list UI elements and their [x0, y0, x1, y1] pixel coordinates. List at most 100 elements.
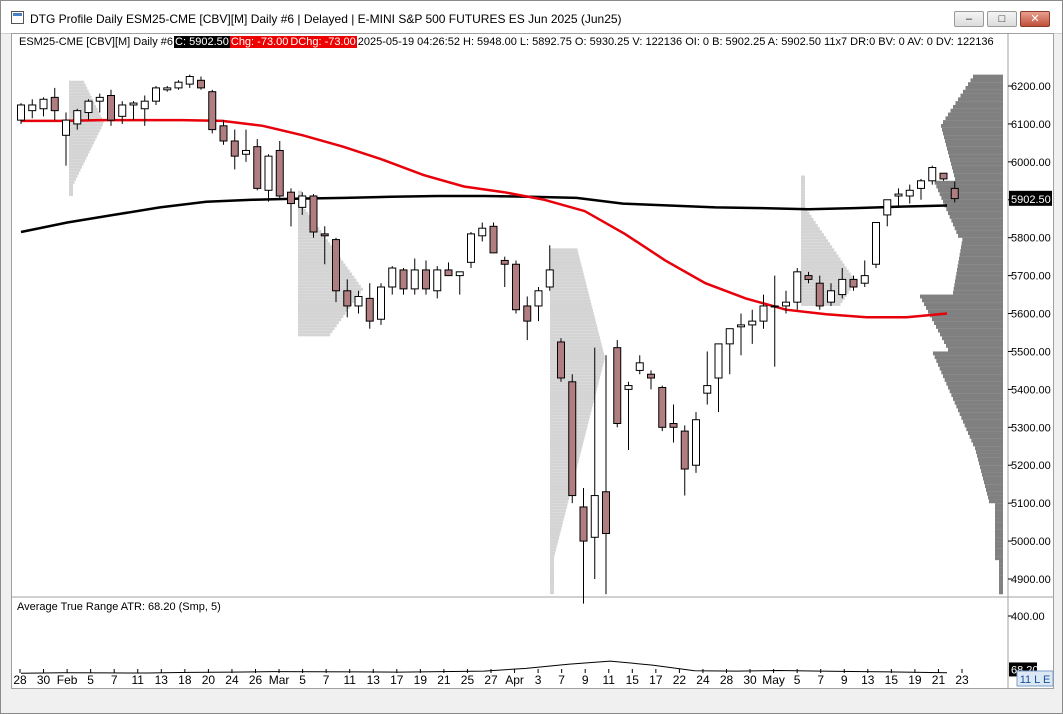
session-profile-bar	[550, 576, 554, 579]
info-chg: Chg: -73.00	[229, 36, 290, 48]
session-profile-bar	[801, 251, 837, 255]
volume-profile-bar	[959, 252, 1003, 257]
time-label: 25	[461, 673, 475, 687]
volume-profile-bar	[958, 408, 1003, 413]
volume-profile-bar	[958, 233, 1003, 238]
candle-body	[444, 269, 453, 277]
session-profile-bar	[550, 321, 597, 325]
session-profile-bar	[69, 171, 79, 175]
candle-body	[804, 275, 813, 280]
title-bar[interactable]: DTG Profile Daily ESM25-CME [CBV][M] Dai…	[1, 1, 1062, 34]
session-profile-bar	[550, 445, 583, 449]
session-profile-bar	[69, 120, 104, 124]
session-profile-bar	[298, 260, 344, 264]
session-profile-bar	[550, 430, 587, 434]
session-profile-bar	[550, 585, 554, 589]
volume-profile-bar	[952, 165, 1003, 170]
session-profile-bar	[550, 524, 563, 528]
session-profile-bar	[550, 433, 586, 437]
volume-profile-bar	[950, 158, 1003, 162]
session-profile-bar	[298, 263, 346, 267]
candle-body	[793, 271, 802, 303]
session-profile-bar	[550, 312, 594, 316]
time-label: 24	[696, 673, 710, 687]
price-label: 6100.00	[1011, 119, 1051, 131]
candle-body	[399, 269, 408, 290]
time-label: 19	[908, 673, 922, 687]
session-profile-bar	[69, 129, 100, 133]
session-profile-bar	[801, 284, 853, 288]
session-profile-bar	[69, 192, 73, 196]
candle-body	[152, 87, 160, 102]
session-profile-bar	[801, 199, 805, 203]
volume-profile-bar	[953, 222, 1003, 227]
session-profile-bar	[550, 305, 593, 309]
session-profile-bar	[298, 278, 357, 282]
session-profile-bar	[69, 183, 74, 187]
volume-profile-bar	[961, 241, 1003, 246]
price-chart-svg[interactable]: 6200.006100.006000.005900.005800.005700.…	[12, 34, 1053, 688]
volume-profile-bar	[960, 93, 1003, 98]
candle-body	[118, 104, 127, 117]
info-rest: 2025-05-19 04:26:52 H: 5948.00 L: 5892.7…	[357, 36, 994, 48]
candle-body	[62, 119, 70, 136]
session-profile-bar	[550, 475, 575, 479]
volume-profile-bar	[961, 415, 1003, 420]
session-profile-bar	[550, 327, 598, 331]
volume-profile-bar	[969, 434, 1003, 439]
time-label: 3	[535, 673, 542, 687]
candle-body	[275, 149, 284, 197]
session-profile-bar	[550, 569, 554, 573]
session-profile-bar	[550, 491, 571, 495]
volume-profile-bar	[941, 123, 1003, 128]
chart-area[interactable]: 6200.006100.006000.005900.005800.005700.…	[11, 33, 1054, 689]
volume-profile-bar	[999, 582, 1003, 587]
session-profile-bar	[298, 272, 353, 276]
session-profile-bar	[550, 506, 567, 510]
candle-body	[455, 271, 464, 277]
session-profile-bar	[550, 363, 604, 367]
session-profile-bar	[550, 494, 570, 498]
volume-profile-bar	[950, 108, 1003, 113]
candle-body	[894, 193, 903, 197]
session-profile-bar	[298, 296, 357, 300]
session-profile-bar	[69, 132, 99, 136]
volume-profile-bar	[999, 586, 1003, 591]
session-profile-bar	[550, 545, 557, 549]
volume-profile-bar	[954, 173, 1003, 178]
session-profile-bar	[550, 539, 559, 543]
time-label: 11	[343, 673, 356, 687]
volume-profile-bar	[971, 438, 1003, 443]
candle-body	[298, 195, 307, 208]
volume-profile-bar	[981, 469, 1003, 473]
time-label: 13	[861, 673, 875, 687]
volume-profile-bar	[944, 135, 1003, 140]
session-profile-bar	[69, 144, 93, 148]
session-profile-bar	[550, 460, 579, 464]
session-profile-bar	[550, 263, 582, 267]
session-profile-bar	[550, 588, 554, 592]
time-label: 15	[626, 673, 640, 687]
volume-profile-bar	[962, 237, 1003, 242]
session-profile-bar	[801, 281, 855, 285]
volume-profile-bar	[955, 101, 1003, 106]
session-profile-bar	[550, 299, 591, 303]
candle-body	[320, 233, 329, 237]
session-profile-bar	[69, 117, 103, 121]
time-label: 7	[558, 673, 565, 687]
minimize-button[interactable]: –	[954, 11, 984, 27]
close-button[interactable]: ✕	[1020, 11, 1050, 27]
maximize-button[interactable]: □	[987, 11, 1017, 27]
candle-body	[692, 419, 700, 466]
session-profile-bar	[69, 86, 88, 90]
volume-profile-bar	[984, 480, 1003, 485]
volume-profile-bar	[986, 487, 1003, 492]
session-profile-bar	[801, 278, 855, 282]
time-corner-label: 11 L E	[1020, 674, 1051, 686]
session-profile-bar	[801, 275, 853, 279]
time-label: 28	[13, 673, 27, 687]
session-profile-bar	[298, 242, 331, 246]
session-profile-bar	[550, 342, 602, 346]
candle-body	[410, 269, 419, 290]
candle-body	[647, 373, 655, 379]
